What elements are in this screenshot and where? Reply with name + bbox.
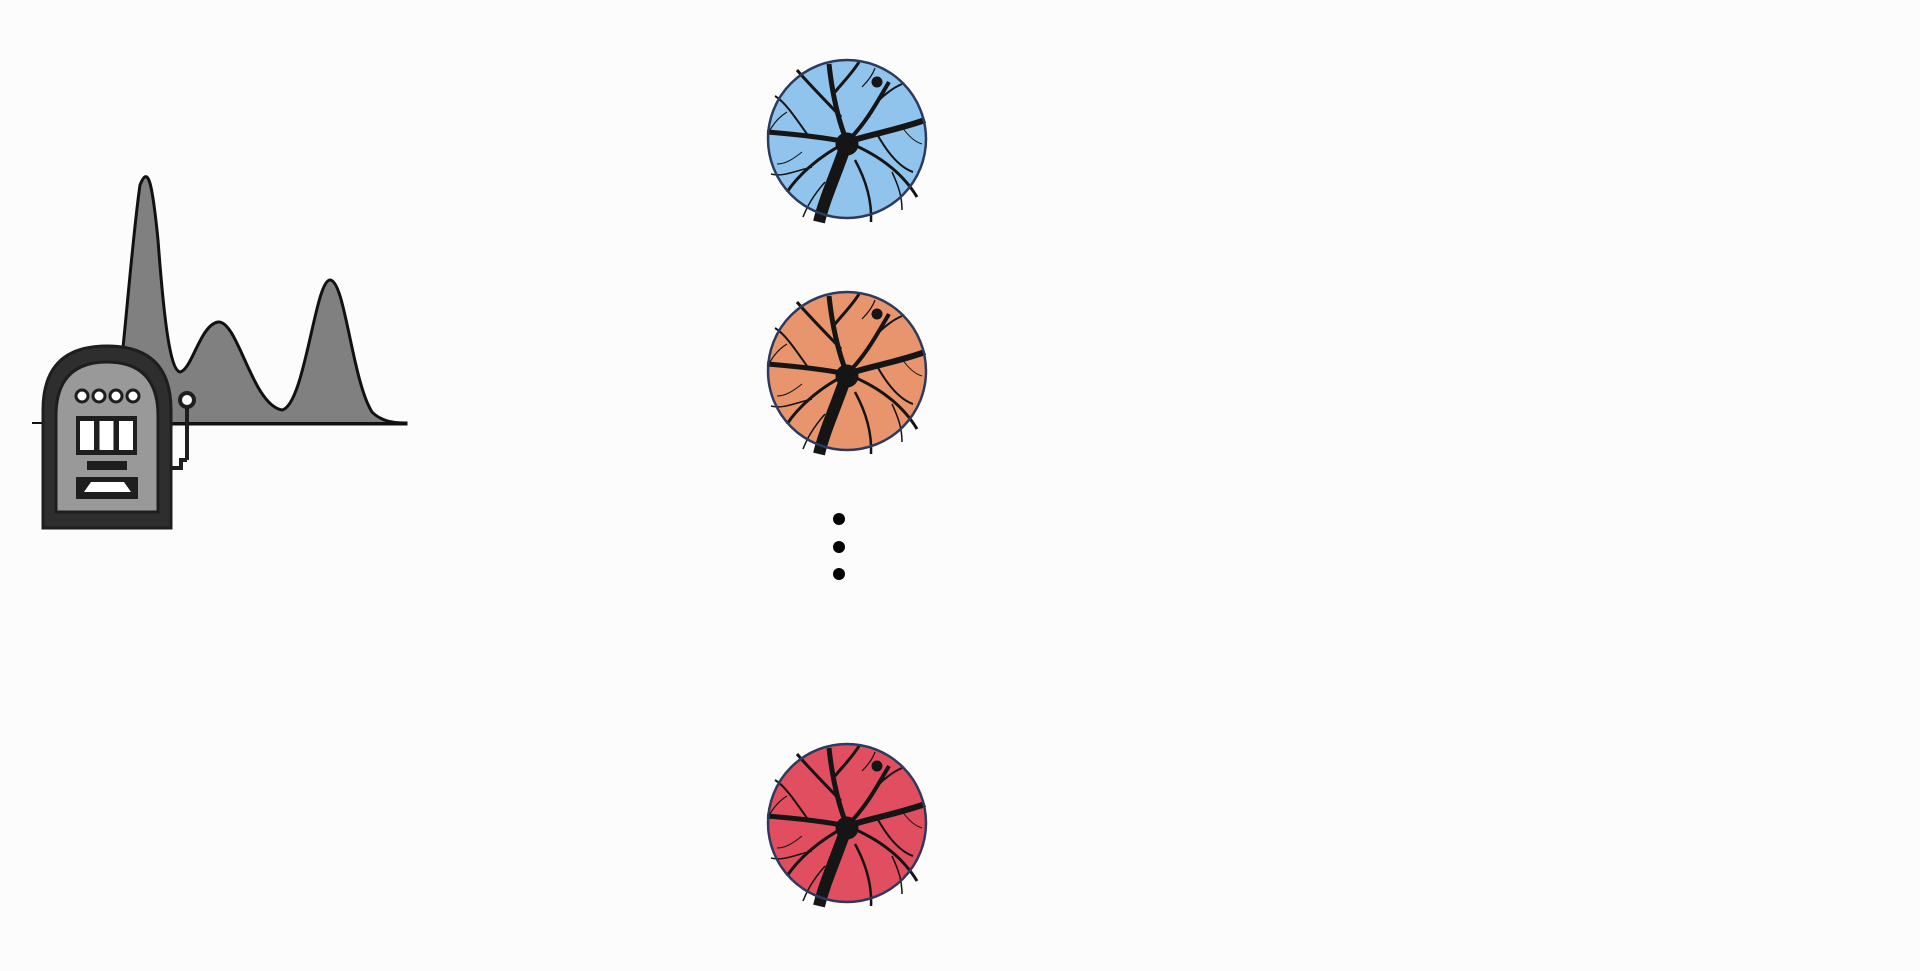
neuron-2 <box>767 292 926 454</box>
coin-slot <box>87 461 127 470</box>
neuron-1 <box>767 60 926 222</box>
lever <box>171 391 196 470</box>
vertical-ellipsis-icon <box>833 513 845 580</box>
indicator-lights <box>74 388 141 404</box>
slot-machine-icon <box>41 344 196 530</box>
density-curve <box>113 175 408 426</box>
reels <box>76 416 137 455</box>
neuron-3 <box>767 744 926 906</box>
